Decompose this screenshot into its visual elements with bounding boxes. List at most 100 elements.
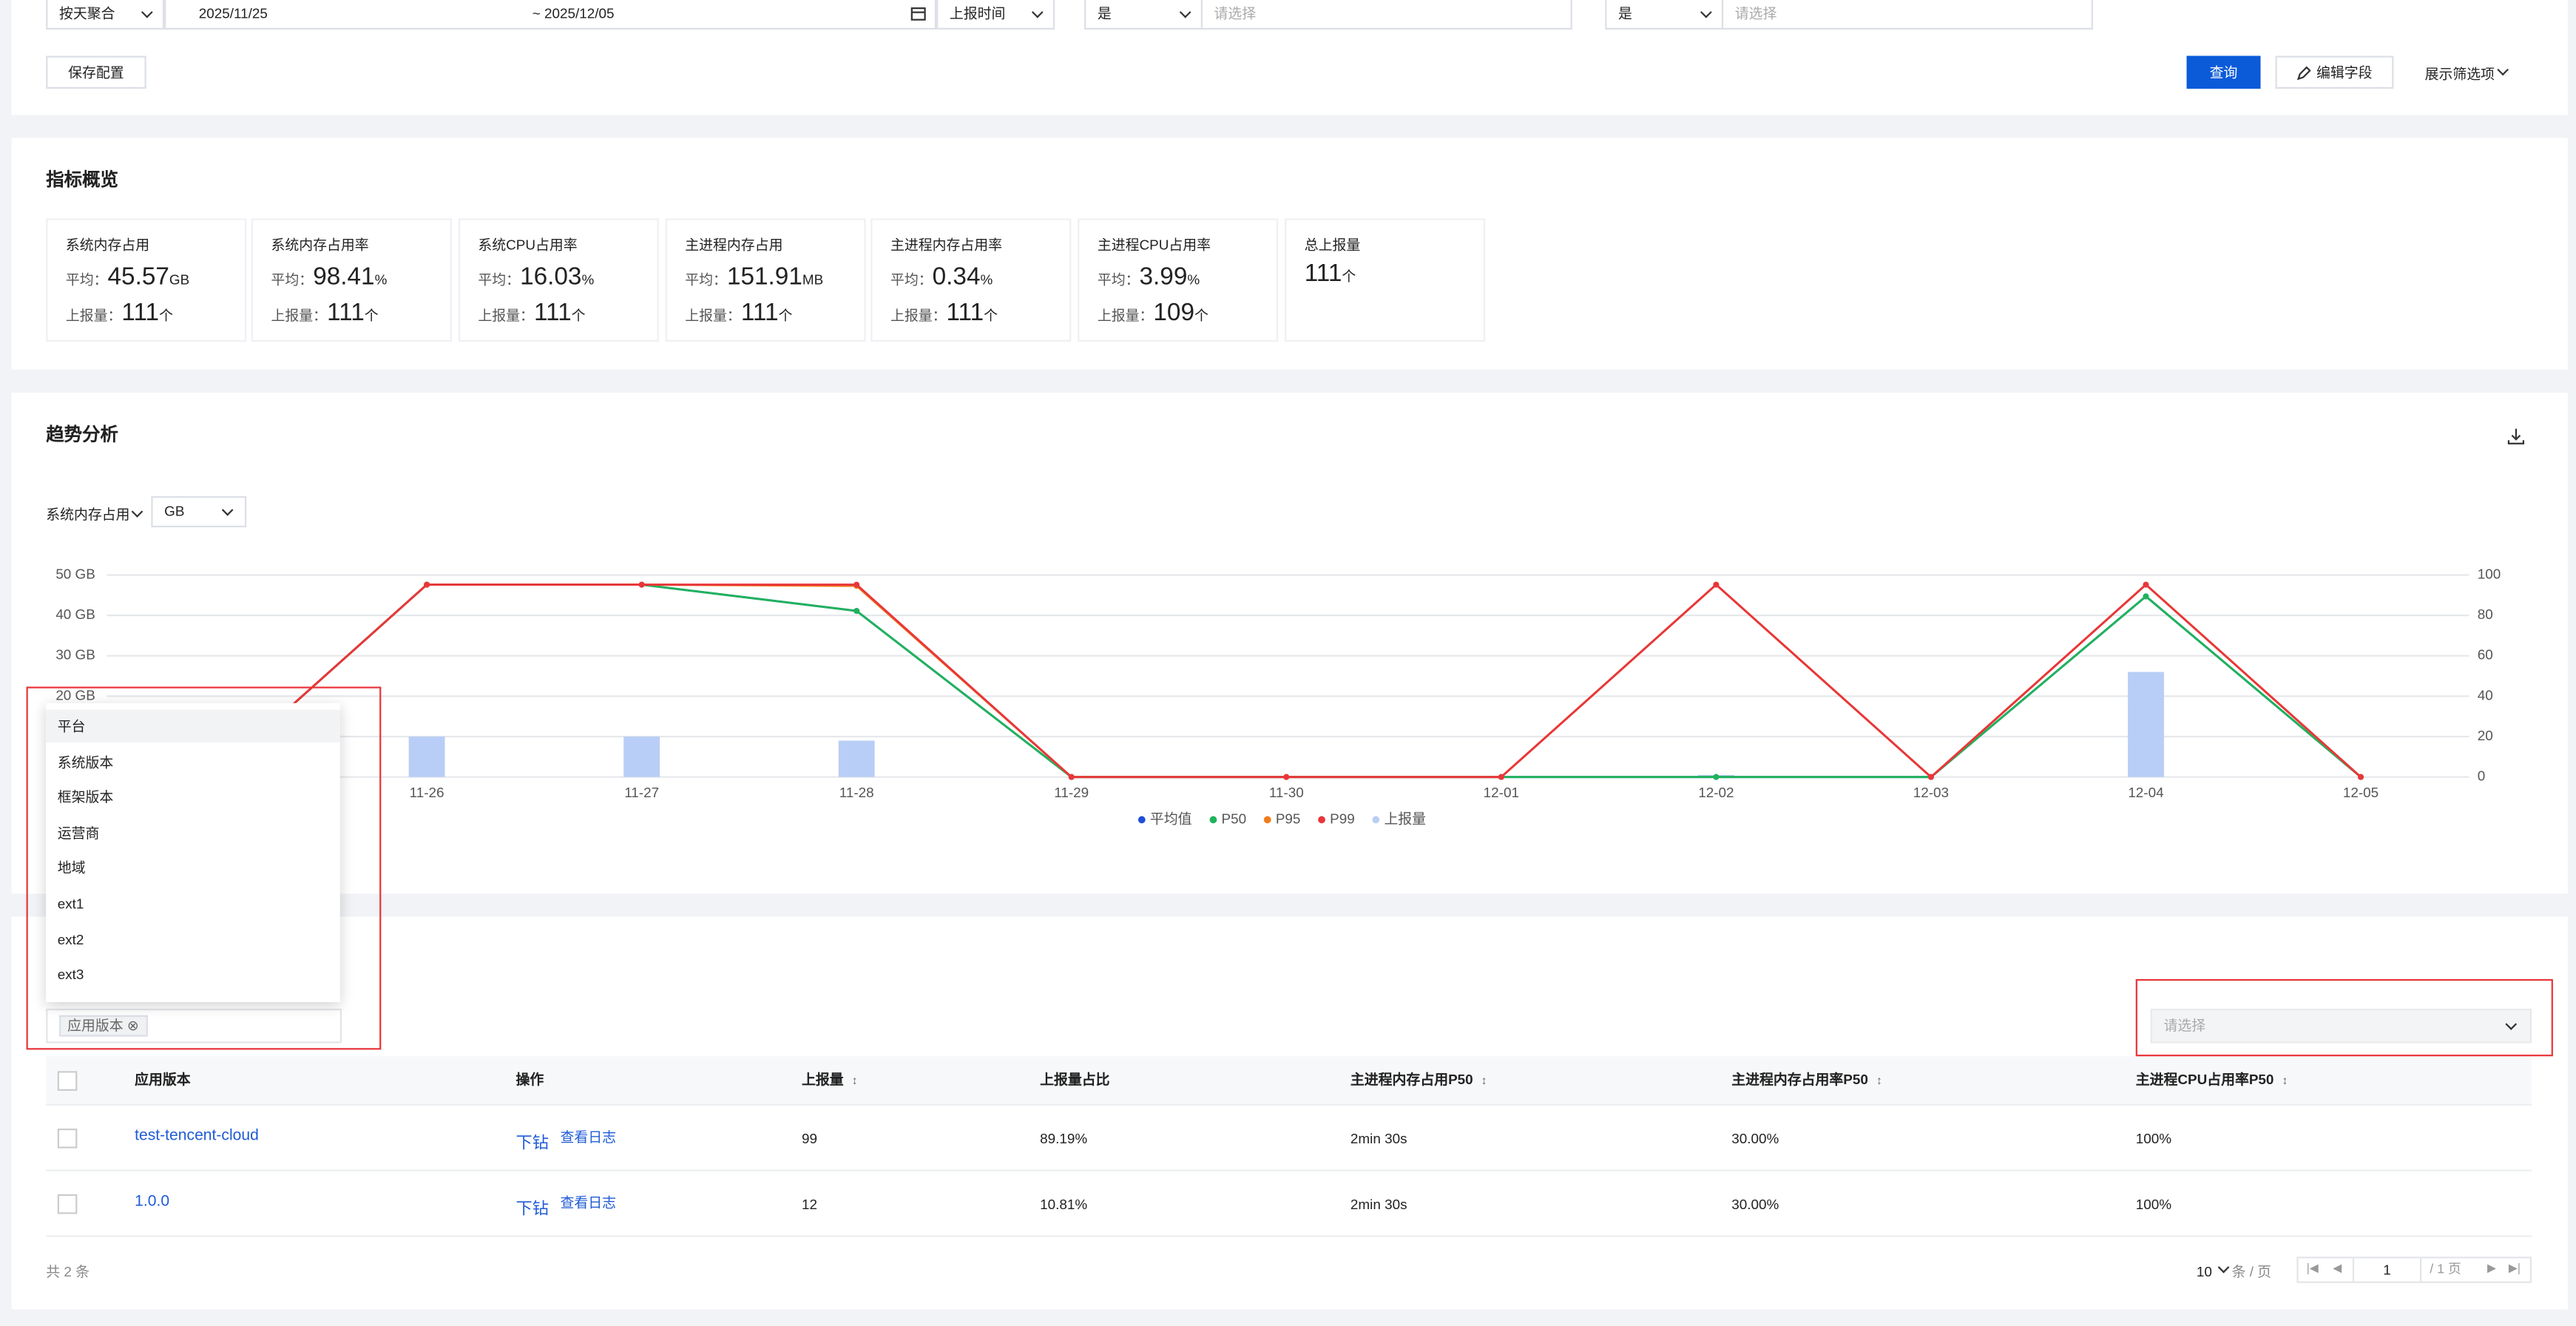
aggregate-select[interactable]: 按天聚合 — [46, 0, 165, 30]
sort-icon[interactable]: ↕ — [1876, 1075, 1882, 1088]
dropdown-option[interactable]: 平台 — [46, 709, 340, 743]
overview-title: 指标概览 — [46, 171, 118, 191]
page-input[interactable]: 1 — [2352, 1258, 2422, 1282]
series-point — [2358, 774, 2364, 780]
dimension-input[interactable]: 应用版本 ⊗ — [46, 1008, 342, 1043]
show-filters-toggle[interactable]: 展示筛选项 — [2424, 64, 2509, 84]
metric-unit: % — [980, 271, 993, 288]
metric-count: 111 — [121, 299, 160, 328]
checkbox[interactable] — [57, 1071, 78, 1091]
dropdown-option[interactable]: 系统版本 — [57, 753, 114, 770]
dropdown-option[interactable]: ext3 — [57, 966, 84, 983]
metric-name: 总上报量 — [1304, 236, 1361, 254]
table-cell: 30.00% — [1731, 1196, 1779, 1213]
total-count: 共 2 条 — [46, 1263, 89, 1280]
series-point — [638, 581, 645, 588]
table-cell: 2min 30s — [1350, 1130, 1407, 1147]
metric-count-line: 上报量：111个 — [685, 299, 792, 327]
metric-avg: 98.41 — [313, 263, 375, 291]
count-label: 上报量： — [65, 307, 122, 324]
metric-select[interactable]: 系统内存占用 — [46, 504, 143, 524]
bar — [2128, 672, 2164, 777]
next-page[interactable]: ▶ — [2487, 1263, 2497, 1275]
count-label: 上报量： — [685, 307, 741, 324]
legend-label: P95 — [1276, 811, 1301, 827]
bar — [408, 737, 445, 777]
metric-card: 系统内存占用率 平均：98.41% 上报量：111个 — [251, 218, 452, 342]
date-range[interactable]: 2025/11/25 ~ 2025/12/05 — [164, 0, 937, 30]
dimension-tag[interactable]: 应用版本 ⊗ — [58, 1015, 147, 1037]
avg-label: 平均： — [685, 271, 727, 288]
drill-link[interactable]: 下钻 — [515, 1134, 549, 1154]
cond1-input[interactable]: 请选择 — [1200, 0, 1572, 30]
sort-icon[interactable]: ↕ — [2282, 1075, 2288, 1088]
sort-icon[interactable]: ↕ — [1481, 1075, 1487, 1088]
checkbox[interactable] — [57, 1129, 78, 1149]
metric-count-line: 上报量：111个 — [478, 299, 585, 327]
edit-fields-button[interactable]: 编辑字段 — [2275, 55, 2394, 89]
unit-select[interactable]: GB — [151, 495, 247, 528]
dropdown-option[interactable]: ext1 — [57, 895, 84, 912]
cond1-op-text: 是 — [1097, 4, 1112, 21]
prev-page[interactable]: ◀ — [2333, 1263, 2342, 1275]
metric-unit: % — [374, 271, 388, 288]
y-tick-label: 40 GB — [55, 607, 95, 623]
y2-tick-label: 20 — [2478, 728, 2493, 744]
checkbox[interactable] — [57, 1194, 78, 1214]
metric-name: 系统内存占用 — [65, 236, 150, 254]
right-select[interactable]: 请选择 — [2150, 1008, 2532, 1043]
x-tick-label: 11-27 — [624, 785, 659, 801]
x-tick-label: 12-04 — [2128, 785, 2163, 801]
x-tick-label: 11-29 — [1054, 785, 1089, 801]
metric-avg-line: 平均：151.91MB — [685, 263, 823, 291]
sort-icon[interactable]: ↕ — [851, 1075, 858, 1088]
metric-avg-line: 平均：98.41% — [271, 263, 388, 291]
metric-avg: 0.34 — [932, 263, 981, 291]
drill-link[interactable]: 下钻 — [515, 1200, 549, 1220]
table-cell: 12 — [801, 1196, 818, 1213]
last-page[interactable]: ▶| — [2508, 1263, 2521, 1275]
x-tick-label: 12-03 — [1913, 785, 1949, 801]
dropdown-option[interactable]: 框架版本 — [57, 788, 114, 805]
first-page[interactable]: |◀ — [2306, 1263, 2319, 1275]
dropdown-option[interactable]: 地域 — [57, 859, 86, 876]
page-size-select[interactable]: 10 条 / 页 — [2196, 1261, 2271, 1282]
log-link[interactable]: 查看日志 — [560, 1194, 617, 1211]
x-tick-label: 12-05 — [2343, 785, 2379, 801]
table-row — [46, 1104, 2532, 1171]
download-icon[interactable] — [2507, 427, 2525, 445]
cond2-op[interactable]: 是 — [1605, 0, 1724, 30]
metric-name: 主进程内存占用 — [685, 236, 783, 254]
app-version-link[interactable]: test-tencent-cloud — [135, 1126, 259, 1146]
edit-fields-text: 编辑字段 — [2316, 64, 2373, 81]
overview-card — [11, 138, 2568, 370]
app-version-link[interactable]: 1.0.0 — [135, 1192, 170, 1211]
count-unit: 个 — [364, 307, 379, 324]
metric-avg: 151.91 — [726, 263, 802, 291]
save-config-button[interactable]: 保存配置 — [46, 55, 146, 89]
column-header: 上报量 ↕ — [801, 1071, 858, 1088]
column-header: 上报量占比 — [1040, 1071, 1110, 1088]
table-cell: 10.81% — [1040, 1196, 1088, 1213]
table-header — [46, 1056, 2532, 1106]
y2-tick-label: 0 — [2478, 769, 2486, 785]
time-field-text: 上报时间 — [949, 4, 1006, 21]
avg-label: 平均： — [1097, 271, 1140, 288]
legend-label: 平均值 — [1150, 811, 1192, 827]
cond2-input[interactable]: 请选择 — [1721, 0, 2093, 30]
series-point — [1713, 581, 1720, 588]
show-filters-text: 展示筛选项 — [2424, 65, 2495, 83]
page-size: 10 — [2196, 1263, 2212, 1280]
query-button[interactable]: 查询 — [2186, 55, 2261, 89]
log-link[interactable]: 查看日志 — [560, 1129, 617, 1146]
dropdown-option[interactable]: ext2 — [57, 930, 84, 947]
series-point — [1927, 774, 1934, 780]
total-line: 111个 — [1305, 260, 1356, 288]
series-point — [1713, 774, 1720, 780]
legend-marker — [1372, 816, 1380, 824]
series-point — [853, 581, 860, 588]
cond1-op[interactable]: 是 — [1084, 0, 1203, 30]
dropdown-option[interactable]: 运营商 — [57, 824, 100, 841]
time-field-select[interactable]: 上报时间 — [936, 0, 1055, 30]
